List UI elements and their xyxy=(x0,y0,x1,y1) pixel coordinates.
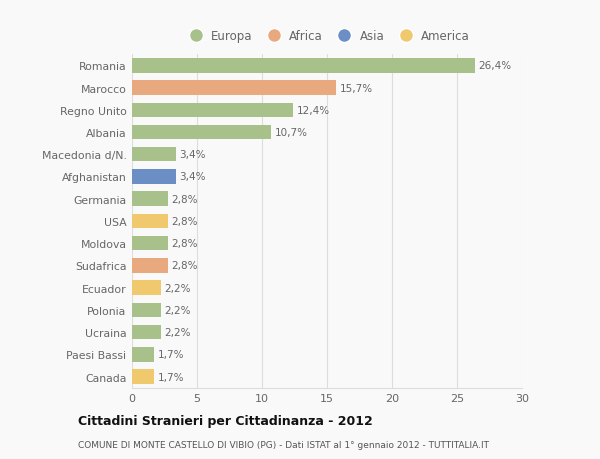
Text: 15,7%: 15,7% xyxy=(340,84,373,93)
Bar xyxy=(132,347,154,362)
Bar xyxy=(132,325,161,340)
Bar xyxy=(132,170,176,185)
Bar xyxy=(132,125,271,140)
Bar xyxy=(132,192,169,207)
Bar xyxy=(132,148,176,162)
Text: 2,8%: 2,8% xyxy=(172,217,198,226)
Text: Cittadini Stranieri per Cittadinanza - 2012: Cittadini Stranieri per Cittadinanza - 2… xyxy=(78,414,373,428)
Bar xyxy=(132,258,169,273)
Bar xyxy=(132,103,293,118)
Bar xyxy=(132,59,475,73)
Text: 10,7%: 10,7% xyxy=(274,128,307,138)
Text: 1,7%: 1,7% xyxy=(157,372,184,382)
Text: 1,7%: 1,7% xyxy=(157,350,184,359)
Text: 12,4%: 12,4% xyxy=(296,106,329,116)
Legend: Europa, Africa, Asia, America: Europa, Africa, Asia, America xyxy=(182,28,472,45)
Bar xyxy=(132,236,169,251)
Text: 26,4%: 26,4% xyxy=(478,61,512,71)
Text: 3,4%: 3,4% xyxy=(179,172,206,182)
Text: 2,2%: 2,2% xyxy=(164,305,190,315)
Bar xyxy=(132,369,154,384)
Text: 2,2%: 2,2% xyxy=(164,283,190,293)
Text: 3,4%: 3,4% xyxy=(179,150,206,160)
Text: 2,2%: 2,2% xyxy=(164,327,190,337)
Bar xyxy=(132,281,161,295)
Text: 2,8%: 2,8% xyxy=(172,194,198,204)
Text: 2,8%: 2,8% xyxy=(172,261,198,271)
Bar xyxy=(132,303,161,318)
Bar xyxy=(132,214,169,229)
Bar xyxy=(132,81,336,95)
Text: COMUNE DI MONTE CASTELLO DI VIBIO (PG) - Dati ISTAT al 1° gennaio 2012 - TUTTITA: COMUNE DI MONTE CASTELLO DI VIBIO (PG) -… xyxy=(78,441,489,449)
Text: 2,8%: 2,8% xyxy=(172,239,198,249)
